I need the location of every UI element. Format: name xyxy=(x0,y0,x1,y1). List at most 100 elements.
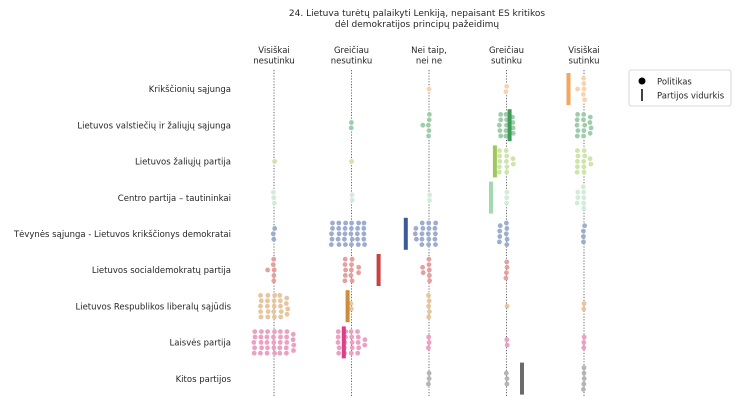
politician-point xyxy=(349,345,355,351)
politician-point xyxy=(419,220,425,226)
politician-point xyxy=(581,133,586,139)
politician-point xyxy=(271,278,277,284)
politician-point xyxy=(265,267,270,273)
politician-point xyxy=(581,340,587,345)
politician-point xyxy=(336,345,342,351)
party-average-bar xyxy=(403,217,408,250)
politician-point xyxy=(426,122,431,128)
politician-point xyxy=(348,350,354,356)
politician-point xyxy=(271,236,277,242)
politician-point xyxy=(497,228,503,234)
politician-point xyxy=(284,350,289,356)
politician-point xyxy=(349,120,354,125)
politician-point xyxy=(587,130,593,136)
politician-point xyxy=(426,133,431,139)
politician-point xyxy=(581,370,587,376)
politician-point xyxy=(581,345,587,351)
politician-point xyxy=(272,293,278,298)
politician-point xyxy=(504,303,510,309)
politician-point xyxy=(258,350,263,356)
politician-point xyxy=(581,239,586,245)
politician-point xyxy=(588,125,594,131)
x-tick-label: nesutinku xyxy=(253,57,295,67)
politician-point xyxy=(349,236,355,242)
politician-point xyxy=(426,220,432,226)
politician-point xyxy=(349,340,355,345)
politician-point xyxy=(258,340,264,345)
politician-point xyxy=(356,220,361,226)
politician-point xyxy=(581,195,587,201)
politician-point xyxy=(510,156,516,162)
politician-point xyxy=(426,86,432,92)
politician-point xyxy=(581,189,587,195)
politician-point xyxy=(426,298,432,304)
politician-point xyxy=(426,293,431,298)
politician-point xyxy=(510,130,516,136)
politician-point xyxy=(426,226,432,231)
politician-point xyxy=(342,236,347,242)
politician-point xyxy=(271,334,276,340)
politician-point xyxy=(272,329,277,334)
politician-point xyxy=(503,112,509,117)
party-label: Lietuvos valstiečių ir žaliųjų sąjunga xyxy=(77,120,231,131)
politician-point xyxy=(504,153,510,159)
politician-point xyxy=(271,345,277,351)
politician-point xyxy=(504,381,510,387)
politician-point xyxy=(498,112,504,117)
politician-point xyxy=(581,86,587,92)
politician-point xyxy=(335,329,341,334)
politician-point xyxy=(581,159,587,164)
politician-point xyxy=(504,159,509,164)
x-tick-label: Visiškai xyxy=(258,45,290,56)
politician-point xyxy=(349,192,355,198)
politician-point xyxy=(427,197,432,203)
politician-point xyxy=(504,270,509,276)
politician-point xyxy=(575,148,580,154)
politician-point xyxy=(272,159,277,164)
politician-point xyxy=(426,370,432,376)
politician-point xyxy=(277,298,283,304)
politician-point xyxy=(504,264,510,270)
party-label: Lietuvos žaliųjų partija xyxy=(135,158,231,168)
politician-point xyxy=(419,236,425,242)
legend-average-label: Partijos vidurkis xyxy=(657,92,725,102)
politician-point xyxy=(284,295,290,301)
y-axis-labels: Krikščionių sąjunga Lietuvos valstiečių i… xyxy=(13,84,232,385)
politician-point xyxy=(581,306,587,312)
politician-point xyxy=(574,133,580,139)
politician-point xyxy=(252,334,258,340)
politician-point xyxy=(284,311,290,317)
politician-point xyxy=(336,226,342,231)
politician-point xyxy=(574,169,580,175)
politician-point xyxy=(575,189,581,195)
politician-point xyxy=(291,342,297,348)
politician-point xyxy=(433,231,438,237)
legend-politician-label: Politikas xyxy=(657,78,692,88)
politician-point xyxy=(581,75,586,81)
party-average-bar xyxy=(341,326,346,359)
politician-point xyxy=(581,81,587,86)
politician-point xyxy=(582,153,588,159)
politician-point xyxy=(581,169,587,175)
politician-point xyxy=(503,275,509,281)
politician-point xyxy=(581,200,586,206)
politician-point xyxy=(258,303,263,309)
politician-point xyxy=(349,197,355,203)
party-average-bar xyxy=(566,73,571,105)
party-average-bar xyxy=(492,145,497,178)
politician-point xyxy=(510,125,516,131)
politician-point xyxy=(498,117,504,123)
politician-point xyxy=(420,122,426,128)
politician-point xyxy=(264,340,270,345)
politician-point xyxy=(426,334,432,340)
politician-point xyxy=(496,169,502,175)
politician-point xyxy=(283,345,289,351)
politician-point xyxy=(330,220,335,226)
politician-point xyxy=(252,329,258,334)
legend: Politikas Partijos vidurkis xyxy=(628,69,732,107)
politician-point xyxy=(361,236,367,242)
politician-point xyxy=(272,200,277,206)
politician-point xyxy=(504,169,510,175)
politician-point xyxy=(581,112,587,117)
politician-point xyxy=(342,226,348,231)
